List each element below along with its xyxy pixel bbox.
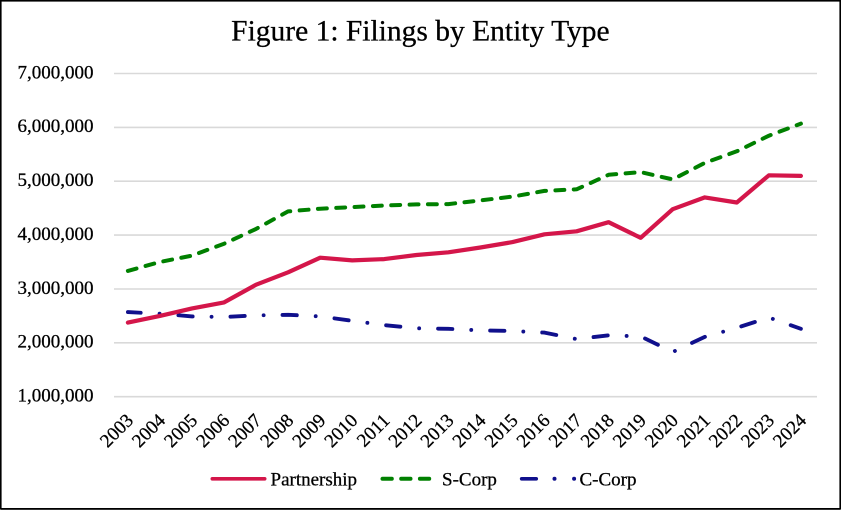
svg-text:1,000,000: 1,000,000 [18,386,94,407]
svg-text:Figure 1: Filings by Entity Ty: Figure 1: Filings by Entity Type [231,16,609,48]
svg-text:7,000,000: 7,000,000 [18,62,94,83]
svg-text:4,000,000: 4,000,000 [18,224,94,245]
svg-text:5,000,000: 5,000,000 [18,170,94,191]
svg-text:C-Corp: C-Corp [580,469,637,490]
svg-text:2,000,000: 2,000,000 [18,332,94,353]
svg-text:3,000,000: 3,000,000 [18,278,94,299]
svg-text:Partnership: Partnership [271,469,358,490]
svg-text:6,000,000: 6,000,000 [18,116,94,137]
svg-text:S-Corp: S-Corp [442,469,497,490]
